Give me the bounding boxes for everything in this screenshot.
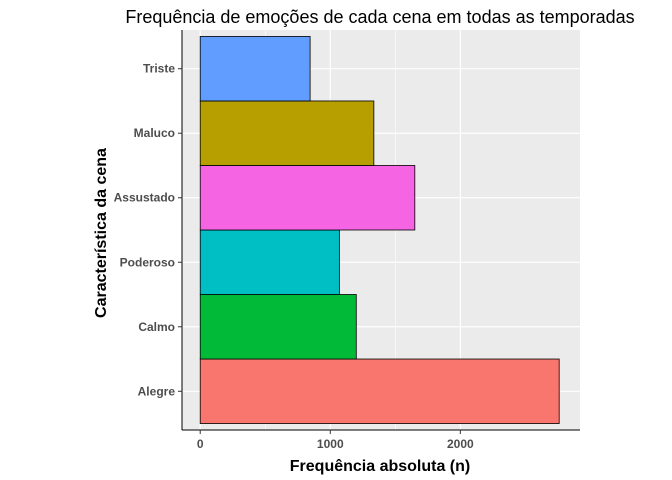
y-tick-label: Poderoso [120, 255, 175, 269]
bar [199, 165, 416, 231]
y-axis-title: Característica da cena [93, 148, 110, 318]
y-tick-label: Maluco [134, 126, 175, 140]
y-tick-label: Triste [143, 62, 175, 76]
x-tick-label: 0 [197, 437, 204, 451]
y-tick-label: Calmo [138, 320, 175, 334]
bar [199, 358, 560, 424]
axes [181, 30, 580, 431]
chart-title: Frequência de emoções de cada cena em to… [125, 7, 634, 27]
bar [199, 294, 357, 360]
x-tick-label: 1000 [317, 437, 344, 451]
x-axis-title: Frequência absoluta (n) [290, 458, 470, 475]
y-tick-label: Alegre [138, 384, 176, 398]
bar [199, 229, 340, 295]
bar [199, 100, 375, 166]
ticks: Alegre Calmo Poderoso Assustado Maluco Triste… [114, 62, 474, 451]
bars [199, 36, 560, 424]
bar [199, 36, 311, 102]
y-tick-label: Assustado [114, 191, 175, 205]
x-tick-label: 2000 [447, 437, 474, 451]
